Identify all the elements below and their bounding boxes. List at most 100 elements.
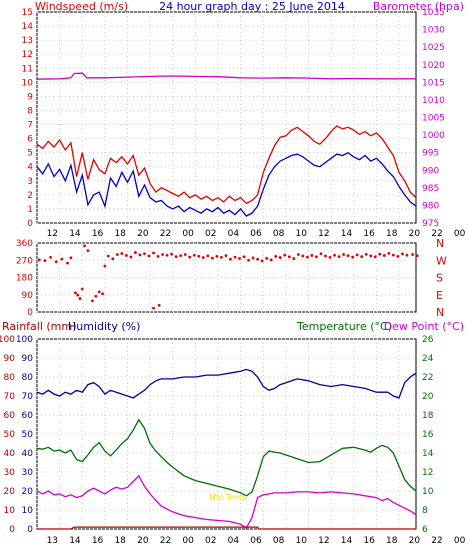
direction-point xyxy=(76,293,80,297)
direction-point xyxy=(269,258,273,262)
direction-point xyxy=(378,252,382,256)
x-tick-label: 20 xyxy=(409,536,421,546)
direction-point xyxy=(174,255,178,259)
direction-point xyxy=(360,255,364,259)
humidity-tick-label: 30 xyxy=(22,468,34,478)
rainfall-tick-label: 50 xyxy=(4,430,16,440)
temperature-axis-title: Temperature (°C) xyxy=(296,320,392,333)
barometer-tick-label: 1005 xyxy=(422,114,445,124)
barometer-tick-label: 1000 xyxy=(422,131,445,141)
direction-point xyxy=(315,255,318,259)
windspeed-tick-label: 1 xyxy=(27,205,33,215)
x-tick-label: 14 xyxy=(69,536,81,546)
direction-point xyxy=(278,256,282,259)
direction-tick-label: 360 xyxy=(16,239,33,249)
direction-point xyxy=(355,253,359,257)
direction-point xyxy=(310,254,314,257)
humidity-tick-label: 10 xyxy=(22,506,34,516)
direction-point xyxy=(265,256,269,260)
temperature-tick-label: 12 xyxy=(422,468,433,478)
direction-point xyxy=(351,255,355,259)
direction-tick-label: 0 xyxy=(27,308,33,318)
temperature-line xyxy=(36,418,417,497)
direction-point xyxy=(260,259,264,263)
barometer-line xyxy=(36,72,416,80)
direction-point xyxy=(94,294,98,298)
humidity-tick-label: 80 xyxy=(22,373,34,383)
direction-point xyxy=(206,254,210,258)
barometer-tick-label: 1020 xyxy=(422,61,445,71)
direction-point xyxy=(179,254,183,258)
x-tick-label: 00 xyxy=(182,536,194,546)
panel-1-frame xyxy=(36,11,417,224)
direction-point xyxy=(233,255,237,259)
rainfall-tick-label: 100 xyxy=(0,335,15,345)
direction-point xyxy=(37,258,41,262)
x-tick-label: 14 xyxy=(341,229,353,239)
barometer-tick-label: 975 xyxy=(422,219,439,229)
direction-point xyxy=(296,253,300,256)
x-tick-label: 18 xyxy=(114,536,126,546)
rainfall-line xyxy=(37,526,416,530)
direction-point xyxy=(197,254,201,258)
windspeed-tick-label: 9 xyxy=(27,92,33,102)
rainfall-tick-label: 80 xyxy=(4,373,16,383)
direction-point xyxy=(97,290,101,294)
direction-point xyxy=(101,292,105,296)
compass-label: N xyxy=(436,306,444,319)
rainfall-tick-label: 30 xyxy=(4,468,16,478)
temperature-tick-label: 24 xyxy=(422,354,434,364)
direction-tick-label: 180 xyxy=(16,274,33,284)
direction-point xyxy=(152,306,155,310)
barometer-tick-label: 980 xyxy=(422,201,439,211)
windspeed-tick-label: 11 xyxy=(22,64,33,74)
x-tick-label: 00 xyxy=(182,229,194,239)
x-tick-label: 18 xyxy=(386,536,398,546)
barometer-tick-label: 985 xyxy=(422,184,439,194)
barometer-tick-label: 1025 xyxy=(422,43,445,53)
direction-point xyxy=(328,255,332,259)
windspeed-tick-label: 10 xyxy=(22,78,34,88)
direction-point xyxy=(210,256,214,260)
x-tick-label: 08 xyxy=(273,229,285,239)
temperature-tick-label: 26 xyxy=(422,335,434,345)
x-tick-label: 16 xyxy=(92,536,104,546)
barometer-tick-label: 995 xyxy=(422,149,439,159)
direction-point xyxy=(115,253,119,256)
x-tick-label: 18 xyxy=(114,229,126,239)
direction-point xyxy=(66,261,69,265)
x-tick-label: 10 xyxy=(295,229,307,239)
windspeed-tick-label: 2 xyxy=(27,191,33,201)
x-tick-label: 22 xyxy=(431,229,442,239)
rainfall-tick-label: 20 xyxy=(4,487,16,497)
barometer-tick-label: 1030 xyxy=(422,26,445,36)
direction-point xyxy=(201,256,205,259)
direction-point xyxy=(382,254,386,257)
dewpoint-axis-title: Dew Point (°C) xyxy=(384,320,464,333)
direction-point xyxy=(43,259,47,263)
direction-point xyxy=(91,299,94,303)
windspeed-tick-label: 14 xyxy=(22,22,34,32)
direction-point xyxy=(165,253,169,257)
humidity-tick-label: 100 xyxy=(16,335,33,345)
direction-point xyxy=(369,254,373,258)
chart-title: 24 hour graph day : 25 June 2014 xyxy=(159,0,345,13)
direction-point xyxy=(78,297,82,300)
direction-point xyxy=(411,253,415,256)
direction-tick-label: 90 xyxy=(22,291,34,301)
direction-point xyxy=(129,255,133,259)
direction-point xyxy=(220,255,223,259)
direction-point xyxy=(152,251,155,255)
x-tick-label: 06 xyxy=(250,536,262,546)
temperature-tick-label: 8 xyxy=(422,506,428,516)
direction-point xyxy=(238,257,241,260)
humidity-axis-title: Humidity (%) xyxy=(68,320,140,333)
direction-point xyxy=(342,253,345,256)
direction-point xyxy=(143,252,146,256)
x-tick-label: 16 xyxy=(363,229,375,239)
direction-point xyxy=(396,255,400,258)
rainfall-tick-label: 40 xyxy=(4,449,16,459)
temperature-tick-label: 22 xyxy=(422,373,433,383)
average-line xyxy=(36,151,417,217)
